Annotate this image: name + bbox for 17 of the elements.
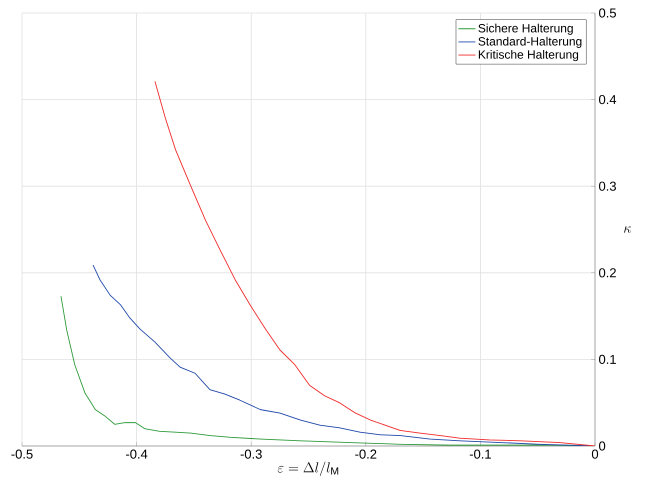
x-tick-label: -0.5: [11, 450, 33, 459]
y-tick-label: 0: [599, 441, 606, 451]
legend-label: Standard-Halterung: [478, 36, 582, 48]
x-tick-label: -0.3: [240, 450, 262, 459]
x-tick-label: 0: [592, 450, 598, 459]
y-axis-title: $\kappa$: [624, 226, 632, 233]
y-tick-label: 0.4: [599, 95, 616, 104]
legend-label: Kritische Halterung: [478, 50, 578, 62]
legend-label: Sichere Halterung: [478, 24, 573, 35]
x-tick-label: -0.4: [126, 450, 148, 459]
x-axis-title: $\varepsilon = \Delta l/l_\mathrm{M}$: [278, 462, 338, 476]
y-tick-label: 0.3: [599, 182, 616, 191]
x-tick-label: -0.1: [470, 450, 491, 459]
y-tick-label: 0.5: [599, 8, 616, 18]
y-tick-label: 0.1: [599, 354, 616, 364]
x-tick-label: -0.2: [355, 450, 376, 459]
y-tick-label: 0.2: [599, 268, 616, 278]
